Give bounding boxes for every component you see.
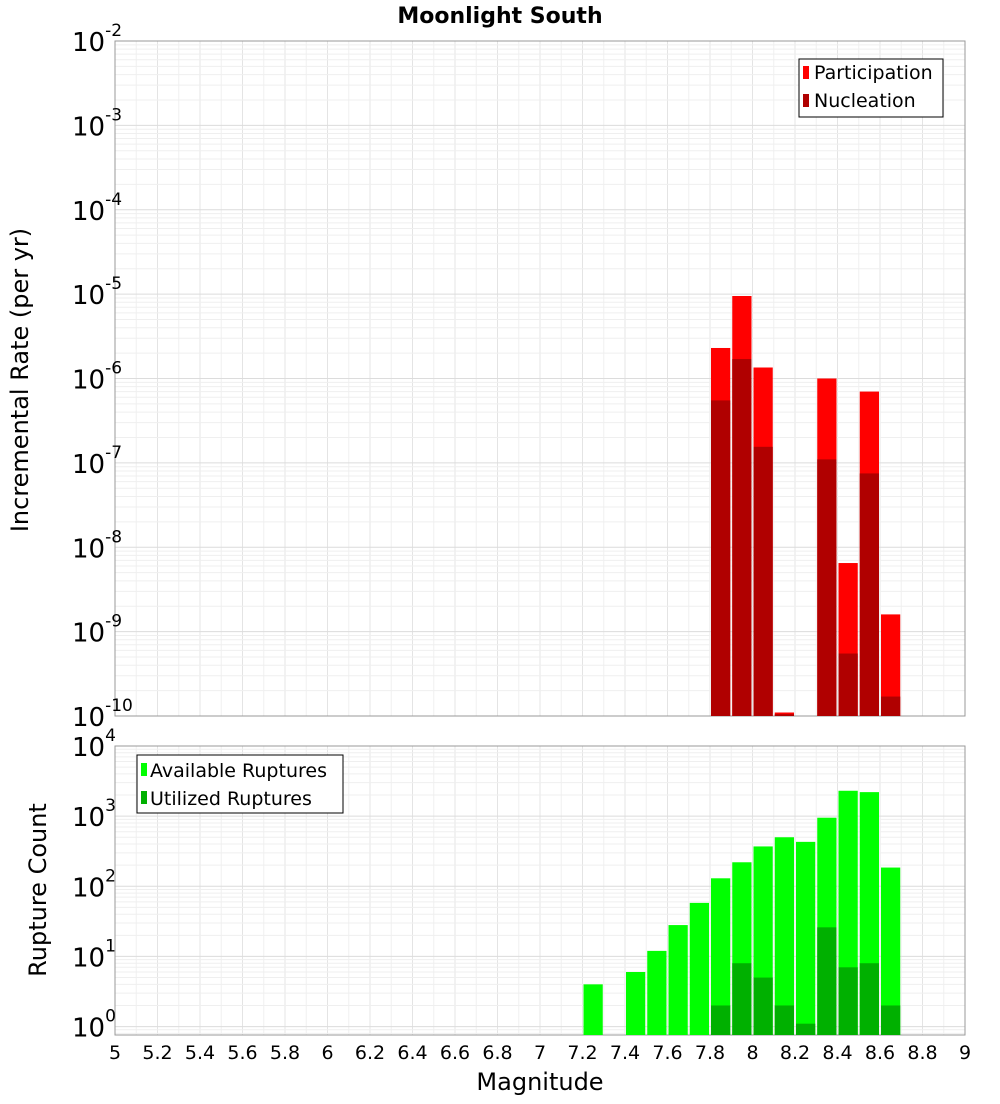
x-tick-label: 9 xyxy=(959,1042,971,1064)
top-y-tick-exponent: -6 xyxy=(105,359,122,379)
x-tick-label: 5.6 xyxy=(227,1042,257,1064)
legend-swatch-utilized xyxy=(141,791,147,804)
bottom-bar-utilized-ruptures-8.15 xyxy=(774,1005,794,1035)
x-tick-label: 6.6 xyxy=(440,1042,470,1064)
x-tick-label: 5 xyxy=(109,1042,121,1064)
x-tick-label: 7.2 xyxy=(567,1042,597,1064)
bottom-y-tick-label: 102 xyxy=(72,866,116,903)
bottom-bar-utilized-ruptures-7.95 xyxy=(732,963,752,1035)
bottom-bar-utilized-ruptures-8.25 xyxy=(796,1023,816,1035)
x-tick-label: 7 xyxy=(534,1042,546,1064)
bottom-y-tick-label: 101 xyxy=(72,936,116,973)
legend-label-nucleation: Nucleation xyxy=(814,90,916,112)
top-panel-grid xyxy=(115,41,965,716)
x-tick-label: 7.4 xyxy=(610,1042,640,1064)
top-y-axis-label: Incremental Rate (per yr) xyxy=(6,228,34,532)
top-y-tick-label: 10-2 xyxy=(72,21,122,58)
bottom-bar-available-ruptures-7.45 xyxy=(626,971,646,1035)
bottom-y-tick-exponent: 3 xyxy=(105,796,116,816)
bottom-y-tick-label: 103 xyxy=(72,796,116,833)
bottom-y-tick-exponent: 4 xyxy=(105,726,116,746)
x-tick-label: 6 xyxy=(321,1042,333,1064)
bottom-bar-utilized-ruptures-7.85 xyxy=(711,1005,731,1035)
top-y-tick-exponent: -8 xyxy=(105,527,122,547)
x-tick-label: 6.2 xyxy=(355,1042,385,1064)
top-bar-nucleation-7.85 xyxy=(711,400,731,716)
bottom-bar-utilized-ruptures-8.45 xyxy=(838,967,858,1035)
bottom-y-axis-ticks: 1 0 4 103 102 101 100 xyxy=(72,726,116,1044)
bottom-y-axis-label: Rupture Count xyxy=(24,803,52,977)
top-y-tick-exponent: -4 xyxy=(105,190,122,210)
x-tick-label: 6.8 xyxy=(482,1042,512,1064)
legend-label-participation: Participation xyxy=(814,62,933,84)
top-bar-nucleation-8.35 xyxy=(817,459,837,716)
bottom-legend: Available Ruptures Utilized Ruptures xyxy=(136,754,344,814)
bottom-bar-available-ruptures-8.65 xyxy=(881,867,901,1035)
bottom-bar-available-ruptures-7.25 xyxy=(583,984,603,1035)
x-tick-label: 6.4 xyxy=(397,1042,427,1064)
legend-label-available: Available Ruptures xyxy=(150,760,327,782)
bottom-bar-utilized-ruptures-8.55 xyxy=(859,963,879,1035)
top-y-tick-exponent: -10 xyxy=(105,696,133,716)
bottom-bar-available-ruptures-8.15 xyxy=(774,837,794,1035)
bottom-bar-available-ruptures-7.55 xyxy=(647,950,667,1035)
x-tick-label: 7.8 xyxy=(695,1042,725,1064)
bottom-y-tick-exponent: 2 xyxy=(105,866,116,886)
x-tick-label: 5.8 xyxy=(270,1042,300,1064)
bottom-bar-utilized-ruptures-8.05 xyxy=(753,977,773,1035)
legend-swatch-participation xyxy=(803,66,809,79)
bottom-panel-bars xyxy=(583,790,901,1035)
top-y-tick-exponent: -2 xyxy=(105,21,122,41)
legend-label-utilized: Utilized Ruptures xyxy=(150,788,312,810)
legend-swatch-available xyxy=(141,763,147,776)
top-plot-area xyxy=(114,40,966,717)
x-tick-label: 5.2 xyxy=(142,1042,172,1064)
bottom-y-tick-exponent: 0 xyxy=(105,1007,116,1027)
top-bar-nucleation-7.95 xyxy=(732,359,752,716)
bottom-bar-utilized-ruptures-8.65 xyxy=(881,1005,901,1035)
bottom-bar-utilized-ruptures-8.35 xyxy=(817,927,837,1035)
top-bar-participation-8.65 xyxy=(881,614,901,716)
bottom-bar-available-ruptures-7.75 xyxy=(689,902,709,1035)
top-bar-nucleation-8.15 xyxy=(774,714,794,716)
bottom-y-tick-exponent: 1 xyxy=(105,936,116,956)
x-axis-ticks: 5 5.2 5.4 5.6 5.8 6 6.2 6.4 6.6 6.8 7 7.2 7.4 7.6 7.8 8… xyxy=(109,1042,971,1064)
top-y-tick-exponent: -9 xyxy=(105,612,122,632)
x-tick-label: 8.4 xyxy=(822,1042,852,1064)
top-y-tick-exponent: -5 xyxy=(105,274,122,294)
x-tick-label: 7.6 xyxy=(652,1042,682,1064)
top-bar-nucleation-8.05 xyxy=(753,446,773,716)
top-legend: Participation Nucleation xyxy=(798,58,944,118)
chart-title: Moonlight South xyxy=(397,4,602,29)
top-bar-nucleation-8.65 xyxy=(881,696,901,716)
top-y-tick-label: 10-10 xyxy=(72,696,133,733)
top-y-axis-ticks: 10-210-310-410-510-610-710-810-910-10 xyxy=(72,21,133,733)
top-bar-nucleation-8.55 xyxy=(859,473,879,716)
bottom-plot-area xyxy=(114,745,966,1036)
top-bar-nucleation-8.45 xyxy=(838,653,858,716)
bottom-bar-available-ruptures-7.65 xyxy=(668,925,688,1035)
bottom-bar-available-ruptures-8.25 xyxy=(796,841,816,1035)
x-tick-label: 5.4 xyxy=(185,1042,215,1064)
legend-swatch-nucleation xyxy=(803,94,809,107)
bottom-y-tick-label: 100 xyxy=(72,1007,116,1044)
top-y-tick-exponent: -7 xyxy=(105,443,122,463)
x-tick-label: 8.8 xyxy=(907,1042,937,1064)
x-tick-label: 8.6 xyxy=(865,1042,895,1064)
x-tick-label: 8 xyxy=(746,1042,758,1064)
top-y-tick-exponent: -3 xyxy=(105,105,122,125)
bottom-bar-available-ruptures-7.85 xyxy=(711,878,731,1035)
x-tick-label: 8.2 xyxy=(780,1042,810,1064)
top-panel-bars xyxy=(711,296,901,716)
x-axis-label: Magnitude xyxy=(476,1068,603,1096)
